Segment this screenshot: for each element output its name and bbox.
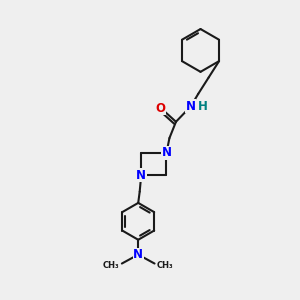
Text: O: O	[155, 102, 165, 115]
Text: N: N	[161, 146, 172, 160]
Text: N: N	[186, 100, 196, 113]
Text: H: H	[198, 100, 208, 113]
Text: N: N	[133, 248, 143, 261]
Text: CH₃: CH₃	[157, 260, 174, 269]
Text: CH₃: CH₃	[103, 260, 119, 269]
Text: N: N	[136, 169, 146, 182]
